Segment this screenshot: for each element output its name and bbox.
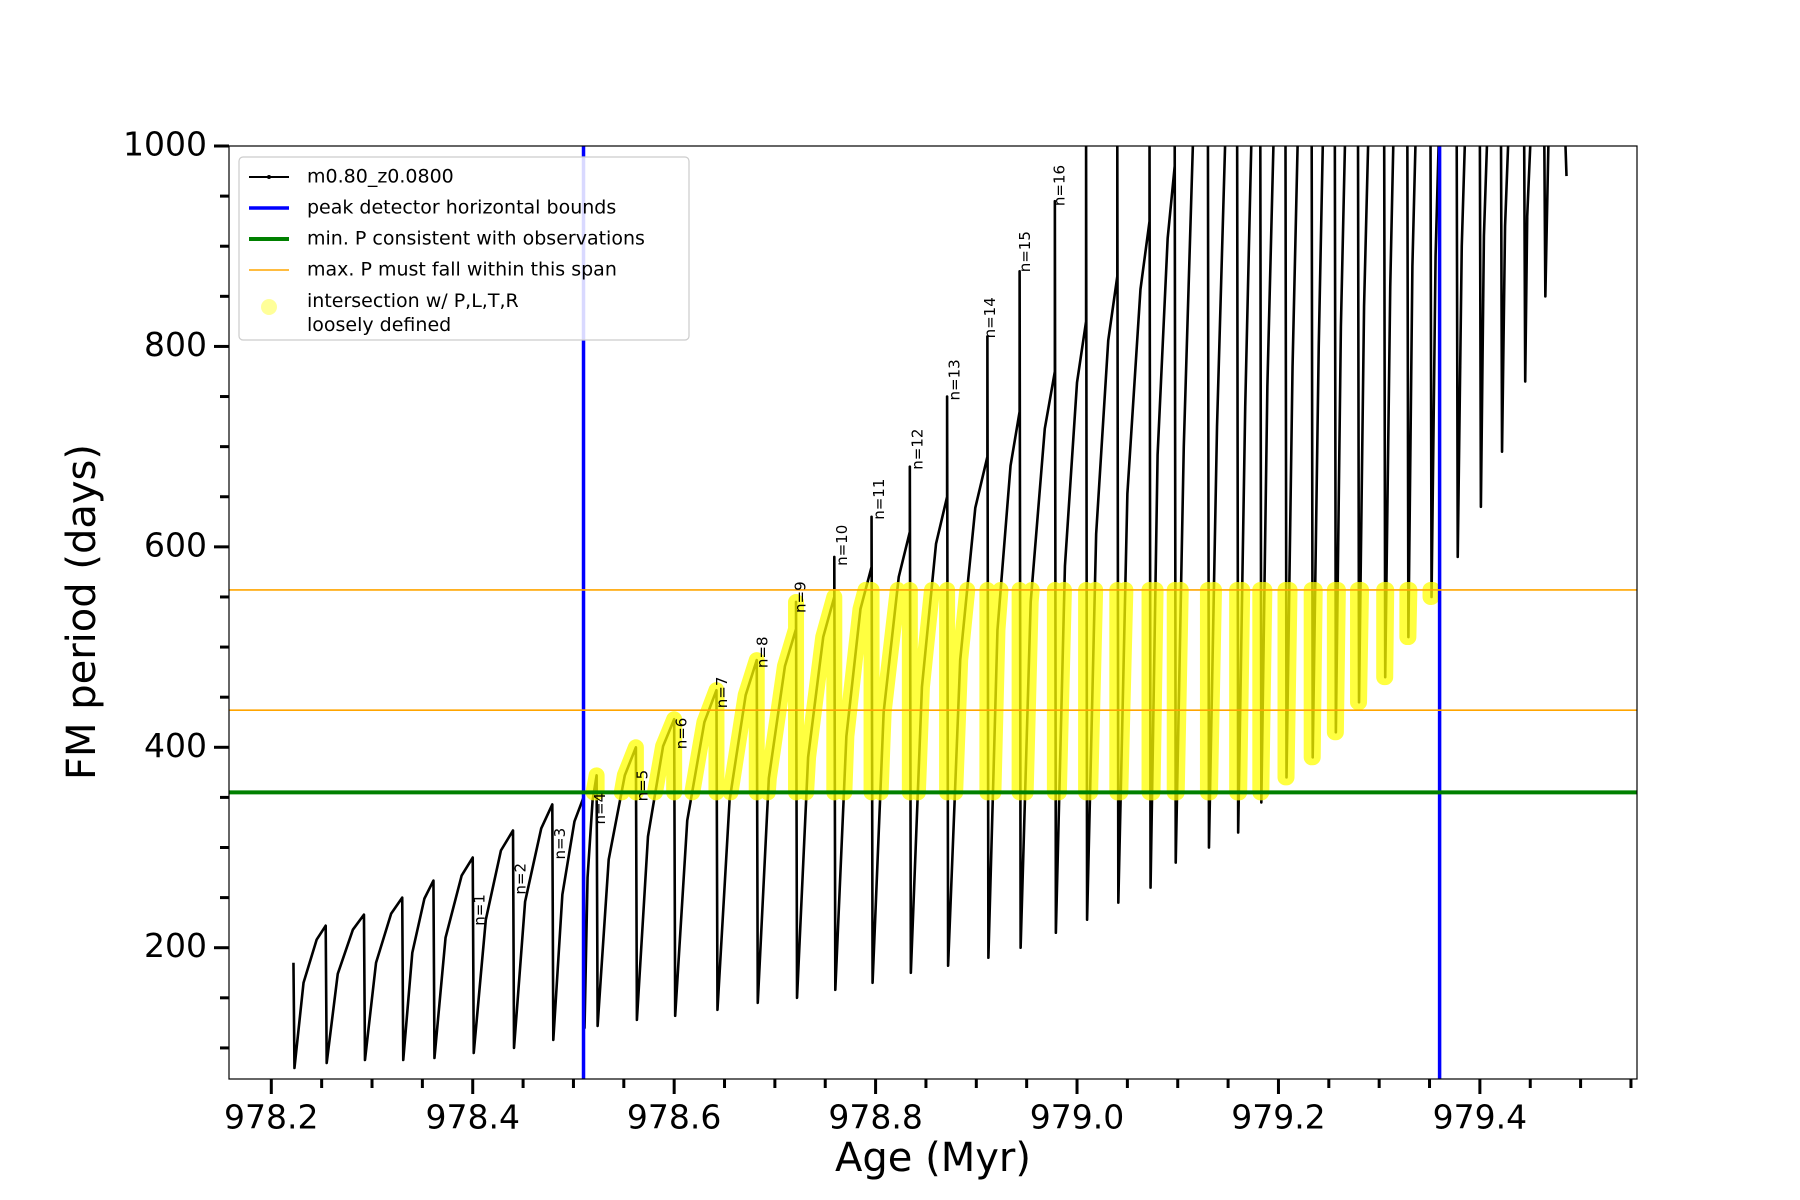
cycle-annotation: n=15 [1016, 231, 1034, 272]
x-tick-label: 979.4 [1433, 1098, 1527, 1137]
legend-label: intersection w/ P,L,T,R loosely defined [307, 290, 519, 336]
cycle-annotation: n=9 [792, 581, 810, 613]
cycle-annotation: n=3 [551, 828, 569, 860]
cycle-annotation: n=4 [591, 793, 609, 825]
legend-label: m0.80_z0.0800 [307, 166, 454, 188]
cycle-annotation: n=10 [833, 525, 851, 566]
cycle-annotation: n=14 [981, 297, 999, 338]
legend-box [238, 156, 690, 341]
legend-label-line: loosely defined [307, 314, 451, 336]
legend-label-line: intersection w/ P,L,T,R [307, 290, 519, 312]
y-tick-label: 200 [144, 926, 207, 965]
cycle-annotation: n=7 [713, 677, 731, 709]
x-tick-label: 978.6 [627, 1098, 721, 1137]
cycle-annotation: n=8 [753, 636, 771, 668]
y-tick-label: 600 [144, 525, 207, 564]
cycle-annotation: n=1 [470, 894, 488, 926]
x-tick-label: 978.2 [224, 1098, 318, 1137]
cycle-annotation: n=5 [633, 770, 651, 802]
cycle-annotation: n=12 [908, 429, 926, 470]
intersection-band [585, 581, 1441, 801]
y-axis-label: FM period (days) [59, 444, 105, 780]
x-axis-label: Age (Myr) [835, 1135, 1031, 1181]
y-tick-label: 400 [144, 726, 207, 765]
legend-label: max. P must fall within this span [307, 259, 617, 281]
legend-marker [261, 299, 277, 315]
y-tick-label: 800 [144, 325, 207, 364]
axes-frame [228, 145, 1638, 1080]
x-tick-label: 979.0 [1030, 1098, 1124, 1137]
cycle-annotation: n=2 [512, 863, 530, 895]
cycle-annotation: n=6 [673, 718, 691, 750]
legend-label: peak detector horizontal bounds [307, 197, 616, 219]
cycle-annotation: n=16 [1050, 165, 1068, 206]
cycle-annotation: n=13 [946, 359, 964, 400]
legend-marker [267, 175, 271, 179]
cycle-annotation: n=11 [870, 479, 888, 520]
y-tick-label: 1000 [123, 125, 207, 164]
plot-area: n=1 n=2 n=3 n=4 n=5 n=6 n=7 n=8 n=9 n=10 n=11 n=12 n… [229, 146, 1637, 1079]
x-tick-label: 978.4 [425, 1098, 519, 1137]
x-tick-label: 979.2 [1231, 1098, 1325, 1137]
legend-label: min. P consistent with observations [307, 228, 645, 250]
x-tick-label: 978.8 [828, 1098, 922, 1137]
